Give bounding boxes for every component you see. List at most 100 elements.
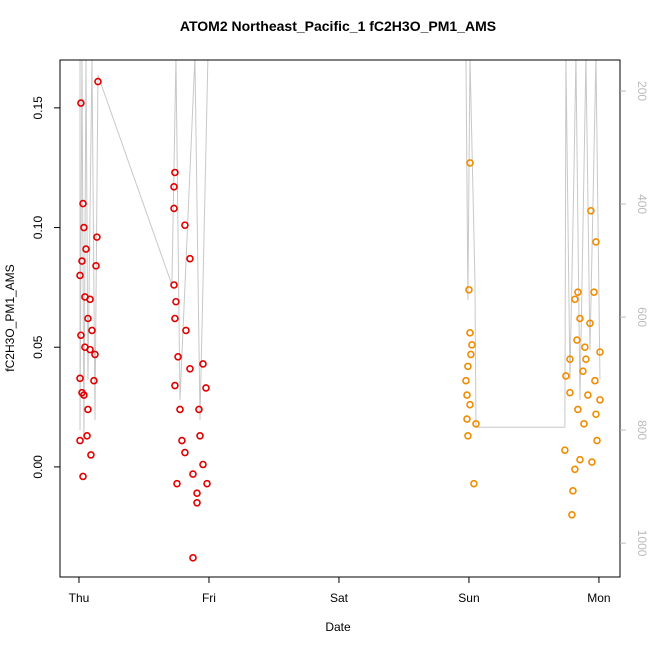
data-point [202,384,210,392]
data-point [463,391,471,399]
data-point [84,314,92,323]
data-point [170,281,178,289]
data-point [94,77,102,86]
data-point [468,341,476,349]
y-tick-label: 0.05 [31,335,45,359]
y2-tick-label: 600 [635,307,649,327]
data-point [582,355,590,363]
data-point [463,415,471,423]
data-point [199,360,207,368]
data-point [196,431,204,440]
data-point [571,295,579,304]
data-point [82,245,90,253]
data-point [592,410,600,419]
data-point [81,343,89,352]
data-point [465,285,473,294]
data-point [76,436,84,445]
data-point [170,183,178,191]
data-point [574,288,582,296]
data-point [195,405,203,414]
data-point [579,367,587,375]
data-point [186,254,194,263]
data-point [466,329,474,337]
data-point [173,479,181,488]
data-point [181,221,189,229]
data-point [588,458,596,466]
data-point [176,405,184,414]
data-point [172,297,180,306]
pressure-line [79,60,601,441]
data-point [576,314,584,323]
data-point [464,431,472,440]
data-point [467,350,475,359]
chart-title: ATOM2 Northeast_Pacific_1 fC2H3O_PM1_AMS [180,18,496,34]
data-point [189,470,197,478]
data-point [76,271,84,280]
data-point [580,420,588,428]
data-point [186,364,194,373]
y-tick-label: 0.10 [31,216,45,240]
data-point [464,362,472,371]
data-point [593,436,601,445]
data-point [462,376,470,385]
data-point [568,510,576,519]
data-point [84,405,92,414]
data-point [171,314,179,323]
data-point [561,446,569,454]
data-point [189,554,197,562]
x-tick-label: Thu [69,591,90,605]
data-point [569,487,577,495]
data-point [566,355,574,363]
data-point [78,257,86,265]
x-tick-label: Mon [587,591,610,605]
x-tick-label: Sun [458,591,479,605]
point-layer [76,77,604,562]
y-tick-label: 0.15 [31,96,45,120]
data-point [466,400,474,409]
data-point [174,352,182,361]
data-point [170,204,178,213]
plot-frame [59,59,621,578]
data-point [80,391,88,399]
data-point [171,381,179,390]
data-point [76,374,84,383]
data-point [574,405,582,414]
data-point [466,159,474,167]
data-point [470,479,478,488]
y2-tick-label: 200 [635,81,649,101]
x-tick-label: Sat [330,591,349,605]
data-point [573,336,581,344]
x-axis-label: Date [325,620,351,634]
data-point [80,223,88,232]
data-point [92,262,100,270]
data-point [596,396,604,404]
data-point [472,420,480,428]
data-point [87,451,95,459]
data-point [171,168,179,177]
data-point [86,295,94,304]
data-point [587,206,595,215]
data-point [88,326,96,335]
data-point [182,326,190,335]
y2-tick-label: 400 [635,194,649,214]
data-point [193,489,201,498]
data-point [576,455,584,464]
data-point [83,431,91,440]
data-point [566,388,574,397]
data-point [199,460,207,469]
data-point [590,288,598,296]
x-tick-label: Fri [202,591,216,605]
data-point [178,436,186,445]
data-point [77,99,85,107]
y2-tick-label: 800 [635,420,649,440]
y-axis-label: fC2H3O_PM1_AMS [3,264,17,371]
data-point [77,331,85,340]
data-point [79,472,87,481]
data-point [181,448,189,457]
data-point [562,372,570,380]
data-point [596,348,604,356]
data-point [90,376,98,385]
line-layer [79,60,601,441]
